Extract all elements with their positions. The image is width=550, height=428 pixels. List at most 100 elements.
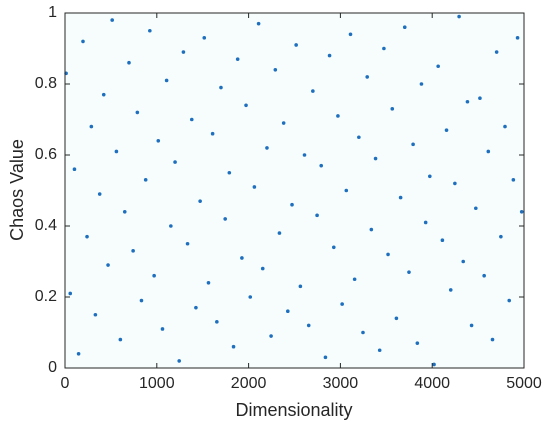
point: [440, 238, 445, 242]
point: [198, 199, 202, 203]
point: [515, 36, 520, 40]
point: [503, 124, 507, 129]
point: [398, 195, 403, 200]
point: [436, 64, 440, 69]
y-tick-label: 0: [48, 359, 57, 376]
point: [148, 28, 152, 33]
point: [127, 60, 131, 65]
point: [118, 337, 123, 342]
point: [223, 217, 227, 221]
point: [373, 156, 378, 161]
point: [252, 185, 257, 189]
point: [285, 309, 290, 314]
y-tick-label: 1: [48, 4, 57, 21]
point: [185, 241, 190, 246]
point: [122, 210, 127, 214]
point: [386, 252, 390, 257]
point: [173, 160, 177, 164]
point: [519, 210, 524, 214]
point: [415, 341, 420, 345]
point: [319, 163, 324, 168]
y-tick-label: 0.8: [35, 75, 57, 92]
y-tick-label: 0.4: [35, 217, 57, 234]
point: [244, 103, 248, 108]
point: [357, 135, 361, 140]
point: [177, 359, 181, 363]
point: [465, 99, 470, 104]
point: [89, 124, 94, 129]
point: [235, 57, 240, 61]
point: [499, 234, 503, 239]
point: [432, 362, 436, 367]
point: [486, 149, 491, 154]
x-tick-label: 2000: [231, 375, 267, 392]
point: [215, 320, 219, 324]
point: [457, 14, 461, 19]
point: [428, 174, 432, 179]
point: [131, 249, 135, 253]
point: [390, 107, 395, 111]
point: [139, 298, 144, 303]
point: [227, 170, 232, 175]
point: [474, 206, 478, 211]
point: [194, 305, 198, 310]
plot-area: [65, 13, 524, 368]
point: [231, 344, 236, 349]
point: [206, 281, 211, 285]
point: [306, 323, 311, 328]
point: [348, 32, 353, 37]
point: [327, 53, 332, 58]
point: [110, 18, 114, 22]
x-tick-label: 4000: [414, 375, 450, 392]
point: [323, 355, 328, 360]
point: [281, 121, 286, 125]
point: [152, 273, 156, 278]
point: [101, 92, 106, 97]
point: [411, 142, 415, 147]
y-tick-label: 0.2: [35, 288, 57, 305]
point: [361, 330, 365, 335]
point: [419, 82, 424, 86]
x-axis-label: Dimensionality: [235, 400, 352, 420]
point: [490, 337, 495, 342]
point: [407, 270, 411, 274]
point: [469, 323, 474, 328]
point: [302, 153, 307, 157]
point: [106, 263, 110, 267]
point: [478, 96, 482, 100]
point: [181, 50, 186, 54]
point: [377, 348, 382, 353]
point: [265, 146, 269, 150]
point: [81, 39, 85, 44]
x-tick-label: 1000: [139, 375, 175, 392]
point: [423, 220, 428, 225]
point: [369, 227, 374, 232]
point: [160, 327, 165, 331]
point: [85, 234, 89, 239]
point: [511, 178, 516, 182]
point: [311, 89, 315, 93]
point: [143, 178, 148, 182]
point: [269, 334, 273, 338]
point: [219, 85, 223, 90]
point: [444, 128, 449, 132]
point: [382, 46, 386, 51]
point: [340, 302, 344, 306]
point: [273, 68, 278, 72]
point: [402, 25, 407, 30]
point: [298, 284, 303, 289]
point: [344, 188, 349, 193]
axes-box: [64, 12, 525, 369]
point: [68, 291, 73, 296]
point: [135, 110, 140, 115]
point: [93, 312, 98, 317]
point: [156, 139, 161, 143]
point: [507, 298, 512, 303]
y-axis-label: Chaos Value: [7, 139, 27, 241]
point: [169, 224, 173, 228]
point: [256, 21, 261, 26]
point: [240, 256, 244, 260]
point: [461, 259, 466, 264]
point: [202, 36, 207, 40]
